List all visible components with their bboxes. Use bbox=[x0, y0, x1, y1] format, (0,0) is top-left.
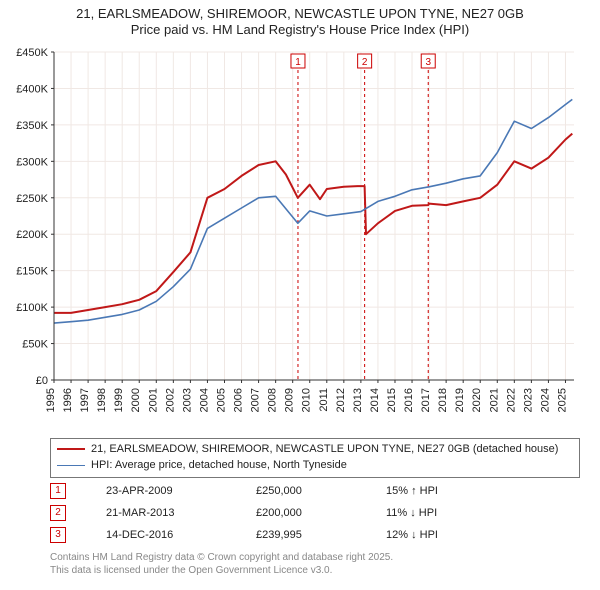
svg-text:2009: 2009 bbox=[284, 388, 296, 412]
svg-text:£250K: £250K bbox=[16, 193, 48, 205]
title-line-2: Price paid vs. HM Land Registry's House … bbox=[0, 22, 600, 38]
svg-text:2020: 2020 bbox=[471, 388, 483, 412]
svg-text:£100K: £100K bbox=[16, 302, 48, 314]
svg-text:1998: 1998 bbox=[96, 388, 108, 412]
svg-text:2017: 2017 bbox=[420, 388, 432, 412]
svg-text:£350K: £350K bbox=[16, 120, 48, 132]
event-marker: 1 bbox=[50, 483, 66, 499]
svg-text:2007: 2007 bbox=[250, 388, 262, 412]
event-row: 2 21-MAR-2013 £200,000 11% ↓ HPI bbox=[50, 502, 580, 524]
svg-text:2001: 2001 bbox=[147, 388, 159, 412]
svg-text:2008: 2008 bbox=[267, 388, 279, 412]
event-date: 14-DEC-2016 bbox=[106, 529, 216, 541]
legend: 21, EARLSMEADOW, SHIREMOOR, NEWCASTLE UP… bbox=[50, 438, 580, 478]
footer: Contains HM Land Registry data © Crown c… bbox=[50, 552, 580, 577]
footer-line-2: This data is licensed under the Open Gov… bbox=[50, 565, 580, 578]
svg-text:2: 2 bbox=[362, 57, 368, 68]
event-marker: 3 bbox=[50, 527, 66, 543]
events-table: 1 23-APR-2009 £250,000 15% ↑ HPI 2 21-MA… bbox=[50, 480, 580, 546]
svg-text:2015: 2015 bbox=[386, 388, 398, 412]
svg-text:2003: 2003 bbox=[181, 388, 193, 412]
event-change: 15% ↑ HPI bbox=[386, 485, 486, 497]
svg-text:2024: 2024 bbox=[539, 388, 551, 412]
svg-text:3: 3 bbox=[425, 57, 431, 68]
svg-text:2011: 2011 bbox=[318, 388, 330, 412]
legend-label: 21, EARLSMEADOW, SHIREMOOR, NEWCASTLE UP… bbox=[91, 443, 558, 455]
svg-text:2022: 2022 bbox=[505, 388, 517, 412]
svg-text:2006: 2006 bbox=[233, 388, 245, 412]
svg-text:2004: 2004 bbox=[198, 388, 210, 412]
svg-text:2002: 2002 bbox=[164, 388, 176, 412]
event-price: £250,000 bbox=[256, 485, 346, 497]
svg-text:£0: £0 bbox=[36, 375, 48, 387]
svg-text:2018: 2018 bbox=[437, 388, 449, 412]
event-row: 1 23-APR-2009 £250,000 15% ↑ HPI bbox=[50, 480, 580, 502]
legend-label: HPI: Average price, detached house, Nort… bbox=[91, 459, 347, 471]
legend-swatch bbox=[57, 448, 85, 450]
svg-text:£50K: £50K bbox=[22, 339, 48, 351]
svg-text:2012: 2012 bbox=[335, 388, 347, 412]
chart-title: 21, EARLSMEADOW, SHIREMOOR, NEWCASTLE UP… bbox=[0, 0, 600, 39]
svg-text:£400K: £400K bbox=[16, 83, 48, 95]
svg-text:2019: 2019 bbox=[454, 388, 466, 412]
event-price: £239,995 bbox=[256, 529, 346, 541]
event-row: 3 14-DEC-2016 £239,995 12% ↓ HPI bbox=[50, 524, 580, 546]
svg-text:2021: 2021 bbox=[488, 388, 500, 412]
svg-text:£300K: £300K bbox=[16, 156, 48, 168]
svg-text:1995: 1995 bbox=[45, 388, 57, 412]
svg-text:1999: 1999 bbox=[113, 388, 125, 412]
legend-row: HPI: Average price, detached house, Nort… bbox=[57, 457, 573, 473]
svg-text:2013: 2013 bbox=[352, 388, 364, 412]
event-date: 21-MAR-2013 bbox=[106, 507, 216, 519]
event-price: £200,000 bbox=[256, 507, 346, 519]
svg-text:1996: 1996 bbox=[62, 388, 74, 412]
chart-area: 123£0£50K£100K£150K£200K£250K£300K£350K£… bbox=[50, 48, 580, 418]
event-change: 12% ↓ HPI bbox=[386, 529, 486, 541]
legend-swatch bbox=[57, 465, 85, 466]
svg-text:2016: 2016 bbox=[403, 388, 415, 412]
svg-text:1997: 1997 bbox=[79, 388, 91, 412]
svg-text:2025: 2025 bbox=[556, 388, 568, 412]
event-date: 23-APR-2009 bbox=[106, 485, 216, 497]
svg-text:2005: 2005 bbox=[215, 388, 227, 412]
title-line-1: 21, EARLSMEADOW, SHIREMOOR, NEWCASTLE UP… bbox=[0, 6, 600, 22]
svg-text:£150K: £150K bbox=[16, 266, 48, 278]
svg-text:1: 1 bbox=[295, 57, 301, 68]
event-change: 11% ↓ HPI bbox=[386, 507, 486, 519]
event-marker: 2 bbox=[50, 505, 66, 521]
svg-text:2014: 2014 bbox=[369, 388, 381, 412]
chart-svg: 123£0£50K£100K£150K£200K£250K£300K£350K£… bbox=[50, 48, 580, 418]
legend-row: 21, EARLSMEADOW, SHIREMOOR, NEWCASTLE UP… bbox=[57, 441, 573, 457]
svg-text:2010: 2010 bbox=[301, 388, 313, 412]
svg-text:£450K: £450K bbox=[16, 47, 48, 59]
footer-line-1: Contains HM Land Registry data © Crown c… bbox=[50, 552, 580, 565]
svg-text:2000: 2000 bbox=[130, 388, 142, 412]
svg-text:2023: 2023 bbox=[522, 388, 534, 412]
svg-text:£200K: £200K bbox=[16, 229, 48, 241]
